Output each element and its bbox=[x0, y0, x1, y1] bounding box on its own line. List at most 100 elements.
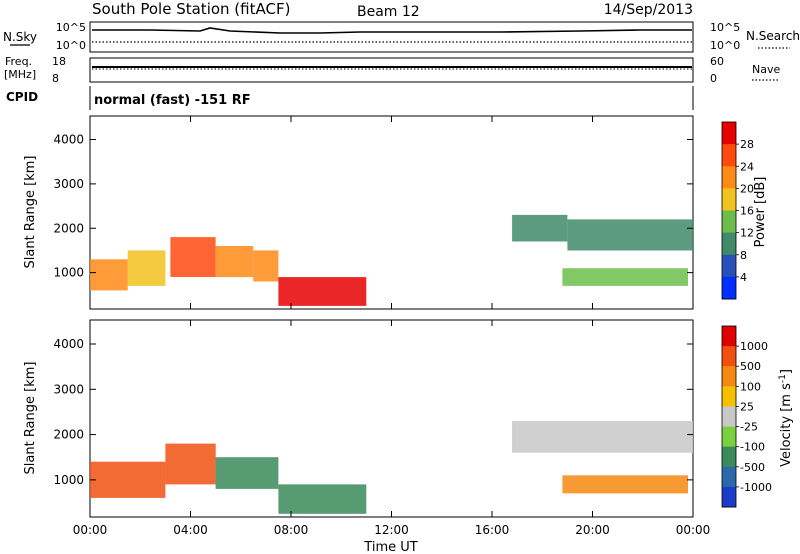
velocity-xtick-label-2: 08:00 bbox=[274, 523, 309, 537]
noise-panel: N.Sky 10^5 10^0 10^5 10^0 N.Search bbox=[3, 21, 800, 53]
freq-right-tick-top: 60 bbox=[710, 55, 724, 68]
freq-left-tick-bottom: 8 bbox=[52, 72, 59, 85]
power-colorbar: 4 8 12 16 20 24 28 bbox=[721, 121, 754, 300]
velocity-region-2 bbox=[215, 457, 279, 489]
power-marks bbox=[90, 214, 693, 306]
power-colorbar-swatch-7 bbox=[722, 276, 736, 300]
power-colorbar-swatch-2 bbox=[722, 166, 736, 189]
power-colorbar-swatch-6 bbox=[722, 254, 736, 278]
velocity-colorbar-swatch-2 bbox=[722, 366, 736, 387]
velocity-colorbar-swatch-8 bbox=[722, 486, 736, 508]
power-colorbar-tick-label-5: 24 bbox=[740, 160, 754, 173]
power-yticks: 1000 2000 3000 4000 bbox=[53, 133, 693, 280]
power-colorbar-swatch-4 bbox=[722, 210, 736, 234]
power-colorbar-swatch-3 bbox=[722, 188, 736, 211]
power-colorbar-tick-label-3: 16 bbox=[740, 205, 754, 218]
velocity-colorbar-tick-label-5: -100 bbox=[740, 441, 765, 454]
velocity-ytick-label-0: 1000 bbox=[53, 473, 84, 487]
power-xticks bbox=[89, 116, 694, 309]
freq-left-tick-top: 18 bbox=[52, 55, 66, 68]
noise-left-tick-bottom: 10^0 bbox=[56, 39, 86, 52]
power-colorbar-tick-label-0: 4 bbox=[740, 271, 747, 284]
freq-right-tick-bottom: 0 bbox=[710, 72, 717, 85]
velocity-colorbar-tick-label-2: 100 bbox=[740, 380, 761, 393]
velocity-region-3 bbox=[278, 484, 367, 514]
freq-panel: Freq. [MHz] 18 8 60 0 Nave bbox=[4, 55, 780, 85]
power-region-5 bbox=[278, 277, 367, 306]
power-ytick-label-3: 4000 bbox=[53, 133, 84, 147]
velocity-xtick-label-1: 04:00 bbox=[173, 523, 208, 537]
freq-label-line1: Freq. bbox=[5, 55, 32, 68]
cpid-text: normal (fast) -151 RF bbox=[94, 93, 251, 108]
velocity-yticks: 1000 2000 3000 4000 bbox=[53, 337, 693, 487]
noise-left-tick-top: 10^5 bbox=[56, 21, 86, 34]
noise-right-tick-bottom: 10^0 bbox=[710, 39, 740, 52]
power-region-7 bbox=[567, 219, 693, 251]
velocity-xtick-label-6: 00:00 bbox=[676, 523, 711, 537]
cpid-label: CPID bbox=[6, 90, 38, 104]
noise-right-tick-top: 10^5 bbox=[710, 21, 740, 34]
velocity-xtick-label-4: 16:00 bbox=[475, 523, 510, 537]
velocity-colorbar-swatch-7 bbox=[722, 466, 736, 488]
velocity-colorbar-swatch-4 bbox=[722, 406, 736, 427]
velocity-colorbar-tick-label-7: -1000 bbox=[740, 481, 772, 494]
power-region-0 bbox=[90, 259, 128, 291]
power-ylabel: Slant Range [km] bbox=[23, 156, 38, 269]
cpid-panel: CPID normal (fast) -151 RF bbox=[6, 86, 694, 110]
power-region-4 bbox=[253, 250, 279, 282]
velocity-colorbar-tick-label-4: -25 bbox=[740, 421, 758, 434]
velocity-colorbar-label-sup: -1 bbox=[778, 374, 788, 383]
velocity-colorbar-swatch-3 bbox=[722, 386, 736, 407]
velocity-colorbar-tick-label-0: 1000 bbox=[740, 340, 768, 353]
power-colorbar-tick-label-4: 20 bbox=[740, 182, 754, 195]
velocity-colorbar-swatch-6 bbox=[722, 446, 736, 468]
power-colorbar-label: Power [dB] bbox=[753, 177, 768, 248]
velocity-colorbar-swatch-0 bbox=[722, 326, 736, 347]
velocity-region-4 bbox=[512, 421, 693, 453]
velocity-colorbar-label-end: ] bbox=[779, 369, 794, 374]
noise-left-label: N.Sky bbox=[3, 30, 37, 44]
velocity-xtick-label-3: 12:00 bbox=[374, 523, 409, 537]
velocity-colorbar-label-main: Velocity [m s bbox=[779, 383, 794, 467]
nave-label: Nave bbox=[752, 63, 780, 76]
velocity-colorbar-tick-label-3: 25 bbox=[740, 400, 754, 413]
velocity-xticks: 00:00 04:00 08:00 12:00 16:00 20:00 00:00 bbox=[73, 320, 711, 537]
power-panel: Slant Range [km] 1000 2000 3000 4000 4 8 12 16… bbox=[23, 115, 768, 310]
velocity-region-1 bbox=[165, 443, 216, 485]
power-colorbar-tick-label-2: 12 bbox=[740, 227, 754, 240]
velocity-ytick-label-2: 3000 bbox=[53, 382, 84, 396]
velocity-ytick-label-1: 2000 bbox=[53, 428, 84, 442]
power-region-2 bbox=[170, 237, 216, 277]
velocity-region-0 bbox=[90, 461, 166, 498]
velocity-colorbar-swatch-1 bbox=[722, 346, 736, 367]
power-ytick-label-2: 3000 bbox=[53, 177, 84, 191]
velocity-xtick-label-5: 20:00 bbox=[575, 523, 610, 537]
power-colorbar-swatch-5 bbox=[722, 232, 736, 256]
power-ytick-label-1: 2000 bbox=[53, 221, 84, 235]
velocity-marks bbox=[90, 421, 693, 514]
power-colorbar-swatch-0 bbox=[722, 122, 736, 145]
freq-label-line2: [MHz] bbox=[4, 68, 36, 81]
x-axis-label: Time UT bbox=[363, 540, 417, 554]
velocity-colorbar-frame bbox=[721, 325, 737, 508]
velocity-colorbar-swatch-5 bbox=[722, 426, 736, 448]
power-region-1 bbox=[127, 250, 166, 286]
power-ytick-label-0: 1000 bbox=[53, 266, 84, 280]
power-region-8 bbox=[562, 268, 688, 286]
velocity-ytick-label-3: 4000 bbox=[53, 337, 84, 351]
velocity-colorbar-label: Velocity [m s-1] bbox=[778, 369, 794, 467]
velocity-xtick-label-0: 00:00 bbox=[73, 523, 108, 537]
velocity-region-5 bbox=[562, 475, 688, 494]
power-region-3 bbox=[215, 246, 254, 278]
power-region-6 bbox=[512, 214, 568, 242]
velocity-colorbar-tick-label-1: 500 bbox=[740, 360, 761, 373]
power-colorbar-tick-label-1: 8 bbox=[740, 249, 747, 262]
power-colorbar-swatch-1 bbox=[722, 144, 736, 167]
velocity-ylabel: Slant Range [km] bbox=[23, 362, 38, 475]
power-colorbar-tick-label-6: 28 bbox=[740, 138, 754, 151]
velocity-colorbar-tick-label-6: -500 bbox=[740, 461, 765, 474]
velocity-colorbar: 1000 500 100 25 -25 -100 -500 -1000 bbox=[721, 325, 772, 508]
beam-label: Beam 12 bbox=[357, 4, 420, 20]
